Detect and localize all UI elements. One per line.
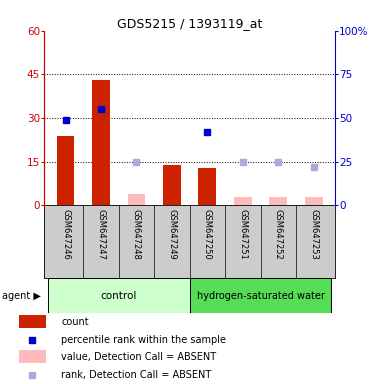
- Text: GSM647248: GSM647248: [132, 209, 141, 260]
- Text: hydrogen-saturated water: hydrogen-saturated water: [197, 291, 325, 301]
- Bar: [92, 80, 110, 205]
- Text: value, Detection Call = ABSENT: value, Detection Call = ABSENT: [61, 353, 216, 362]
- Text: agent ▶: agent ▶: [2, 291, 41, 301]
- Bar: [48, 278, 190, 313]
- Text: count: count: [61, 317, 89, 327]
- Bar: [19, 315, 46, 328]
- Bar: [234, 197, 252, 205]
- Text: GSM647253: GSM647253: [309, 209, 318, 260]
- Bar: [305, 197, 323, 205]
- Bar: [190, 278, 331, 313]
- Bar: [19, 350, 46, 363]
- Bar: [163, 165, 181, 205]
- Bar: [270, 197, 287, 205]
- Text: GSM647250: GSM647250: [203, 209, 212, 260]
- Bar: [57, 136, 74, 205]
- Text: GSM647251: GSM647251: [238, 209, 247, 260]
- Text: GSM647249: GSM647249: [167, 209, 176, 260]
- Bar: [127, 194, 145, 205]
- Text: GSM647246: GSM647246: [61, 209, 70, 260]
- Text: control: control: [100, 291, 137, 301]
- Text: rank, Detection Call = ABSENT: rank, Detection Call = ABSENT: [61, 370, 211, 380]
- Bar: [199, 167, 216, 205]
- Text: GSM647252: GSM647252: [274, 209, 283, 260]
- Title: GDS5215 / 1393119_at: GDS5215 / 1393119_at: [117, 17, 262, 30]
- Text: GSM647247: GSM647247: [97, 209, 105, 260]
- Text: percentile rank within the sample: percentile rank within the sample: [61, 334, 226, 344]
